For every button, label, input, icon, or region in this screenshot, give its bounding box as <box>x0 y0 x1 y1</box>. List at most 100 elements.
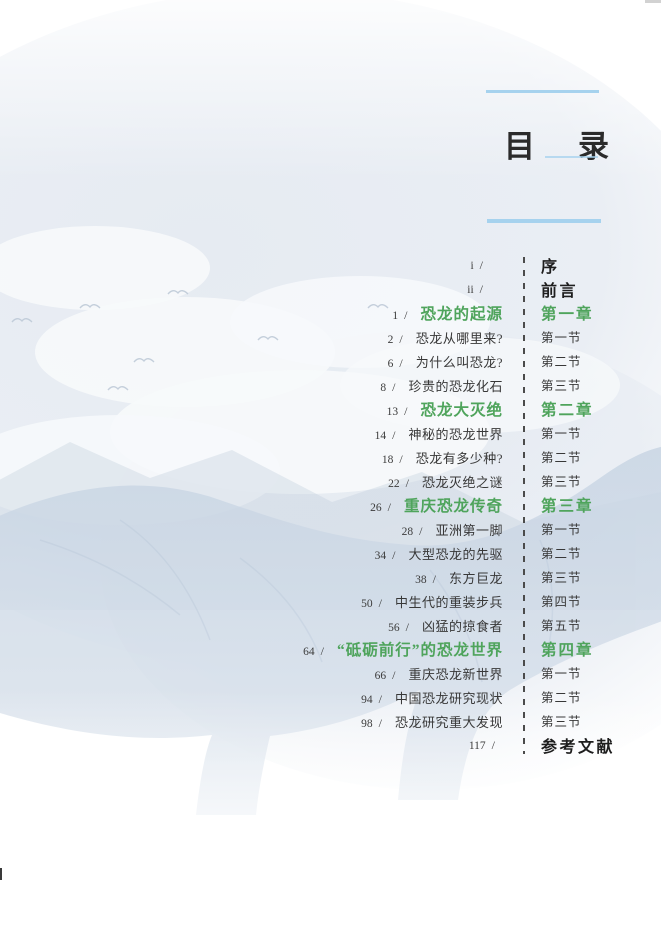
title-rule-under <box>545 156 598 158</box>
toc-row-left: 18 / 恐龙有多少种? <box>0 448 523 467</box>
page-number: 22 <box>388 477 400 490</box>
toc-row-left: 6 / 为什么叫恐龙? <box>0 352 523 371</box>
toc-row-right: 第三节 <box>523 471 582 491</box>
toc-row-right: 序 <box>523 253 560 277</box>
entry-title: 亚洲第一脚 <box>435 522 503 538</box>
entry-title: 凶猛的掠食者 <box>421 618 503 634</box>
slash-separator: / <box>405 475 409 490</box>
entry-label: 第二章 <box>541 402 594 419</box>
toc-row-right: 第二节 <box>523 447 582 467</box>
page-number: 6 <box>387 357 394 370</box>
slash-separator: / <box>405 619 409 634</box>
toc-list: i / 序 ii / 前言 1 / 恐龙的起源 <box>0 253 661 757</box>
toc-row-left: 56 / 凶猛的掠食者 <box>0 616 523 635</box>
toc-row: 38 / 东方巨龙 第三节 <box>0 565 661 589</box>
toc-row-left: 14 / 神秘的恐龙世界 <box>0 424 523 443</box>
page-number: 1 <box>392 310 399 322</box>
entry-label: 第一节 <box>541 331 582 345</box>
toc-row: 22 / 恐龙灭绝之谜 第三节 <box>0 469 661 493</box>
page-number: 56 <box>388 621 400 634</box>
toc-row-left: 34 / 大型恐龙的先驱 <box>0 544 523 563</box>
entry-title: 重庆恐龙新世界 <box>408 666 503 682</box>
toc-row: 56 / 凶猛的掠食者 第五节 <box>0 613 661 637</box>
divider-dashed-line <box>523 257 525 754</box>
toc-row-left: 8 / 珍贵的恐龙化石 <box>0 376 523 395</box>
scan-artifact-bottom-left <box>0 868 2 880</box>
entry-title: 恐龙从哪里来? <box>415 330 503 346</box>
slash-separator: / <box>387 500 391 514</box>
toc-row: 2 / 恐龙从哪里来? 第一节 <box>0 325 661 349</box>
entry-label: 第二节 <box>541 355 582 369</box>
toc-row-left: 50 / 中生代的重装步兵 <box>0 592 523 611</box>
page-number: 98 <box>361 717 373 730</box>
toc-row: 14 / 神秘的恐龙世界 第一节 <box>0 421 661 445</box>
toc-row-left: 22 / 恐龙灭绝之谜 <box>0 472 523 491</box>
slash-separator: / <box>479 257 483 272</box>
toc-row-left: 64 / “砥砺前行”的恐龙世界 <box>0 638 523 660</box>
slash-separator: / <box>399 451 403 466</box>
toc-row: 28 / 亚洲第一脚 第一节 <box>0 517 661 541</box>
entry-title: 恐龙研究重大发现 <box>394 714 503 730</box>
page-number: 94 <box>361 693 373 706</box>
toc-row-right: 第二节 <box>523 351 582 371</box>
toc-row-left: 38 / 东方巨龙 <box>0 568 523 587</box>
slash-separator: / <box>392 427 396 442</box>
entry-label: 第一章 <box>541 306 594 323</box>
scan-artifact-top-right <box>645 0 661 3</box>
slash-separator: / <box>392 547 396 562</box>
toc-row: 18 / 恐龙有多少种? 第二节 <box>0 445 661 469</box>
toc-row-right: 参考文献 <box>523 733 615 757</box>
entry-title: 恐龙的起源 <box>420 306 503 323</box>
toc-row-right: 第二节 <box>523 687 582 707</box>
slash-separator: / <box>419 523 423 538</box>
slash-separator: / <box>392 379 396 394</box>
entry-label: 第二节 <box>541 547 582 561</box>
entry-label: 第三节 <box>541 715 582 729</box>
toc-row-right: 第一节 <box>523 663 582 683</box>
toc-row: 66 / 重庆恐龙新世界 第一节 <box>0 661 661 685</box>
page-number: 38 <box>415 573 427 586</box>
slash-separator: / <box>491 737 495 752</box>
toc-row-left: 98 / 恐龙研究重大发现 <box>0 712 523 731</box>
toc-row: 8 / 珍贵的恐龙化石 第三节 <box>0 373 661 397</box>
toc-row-right: 第三节 <box>523 711 582 731</box>
toc-row-left: 94 / 中国恐龙研究现状 <box>0 688 523 707</box>
title-rule-bottom <box>487 219 601 223</box>
entry-label: 第一节 <box>541 523 582 537</box>
toc-row-left: 117 / <box>0 738 523 753</box>
toc-row: 64 / “砥砺前行”的恐龙世界 第四章 <box>0 637 661 661</box>
page-number: 50 <box>361 597 373 610</box>
toc-row: 117 / 参考文献 <box>0 733 661 757</box>
toc-row: 94 / 中国恐龙研究现状 第二节 <box>0 685 661 709</box>
skin-folds <box>39 519 554 683</box>
entry-label: 第一节 <box>541 667 582 681</box>
slash-separator: / <box>432 571 436 586</box>
toc-row-right: 第三节 <box>523 567 582 587</box>
slash-separator: / <box>378 715 382 730</box>
entry-label: 第三章 <box>541 498 594 515</box>
entry-title: 恐龙灭绝之谜 <box>421 474 503 490</box>
toc-row-right: 第五节 <box>523 615 582 635</box>
page-number: ii <box>467 283 474 296</box>
page-number: 8 <box>380 381 387 394</box>
toc-row-right: 第三节 <box>523 375 582 395</box>
page-number: 2 <box>387 333 394 346</box>
toc-row-right: 第一节 <box>523 423 582 443</box>
toc-row: i / 序 <box>0 253 661 277</box>
toc-row-right: 第一节 <box>523 327 582 347</box>
entry-label: 第二节 <box>541 691 582 705</box>
toc-row-left: ii / <box>0 282 523 297</box>
slash-separator: / <box>392 667 396 682</box>
toc-row-left: 26 / 重庆恐龙传奇 <box>0 494 523 516</box>
toc-row-left: 1 / 恐龙的起源 <box>0 302 523 324</box>
entry-label: 第五节 <box>541 619 582 633</box>
entry-label: 第四章 <box>541 642 594 659</box>
slash-separator: / <box>404 308 408 322</box>
entry-title: 中生代的重装步兵 <box>394 594 503 610</box>
toc-row-right: 前言 <box>523 277 578 301</box>
slash-separator: / <box>399 331 403 346</box>
toc-row: 13 / 恐龙大灭绝 第二章 <box>0 397 661 421</box>
toc-row-right: 第四节 <box>523 591 582 611</box>
